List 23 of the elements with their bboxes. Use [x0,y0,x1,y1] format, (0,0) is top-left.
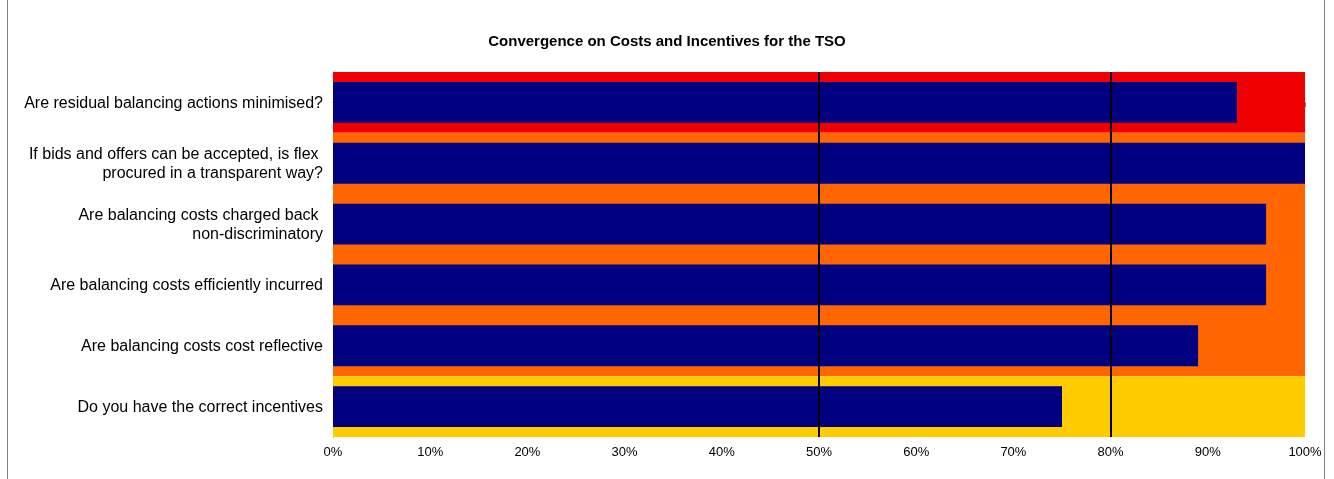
y-tick-label: Do you have the correct incentives [77,398,323,416]
x-tick-label: 70% [1000,444,1027,459]
x-tick-label: 30% [611,444,639,459]
y-tick-label: Are residual balancing actions minimised? [24,93,324,111]
x-tick-label: 40% [708,444,736,459]
y-tick-label: Are balancing costs cost reflective [81,337,324,355]
x-tick-label: 0% [323,444,343,459]
y-tick-label: If bids and offers can be accepted, is flex procured in a transparent way? [28,145,324,182]
bar [333,264,1267,306]
x-tick-label: 100% [1288,444,1323,459]
bar [333,386,1062,427]
x-tick-label: 80% [1097,444,1125,459]
bar [333,203,1267,245]
chart-title: Convergence on Costs and Incentives for the TSO [488,32,847,49]
x-tick-label: 50% [805,444,833,459]
bar [333,142,1305,184]
x-tick-label: 60% [903,444,930,459]
x-tick-label: 20% [514,444,541,459]
x-tick-label: 10% [417,444,444,459]
y-tick-label: Are balancing costs charged back non-discriminatory [78,206,323,243]
bar [333,325,1199,367]
y-tick-label: Are balancing costs efficiently incurred [50,276,323,294]
x-tick-label: 90% [1194,444,1222,459]
